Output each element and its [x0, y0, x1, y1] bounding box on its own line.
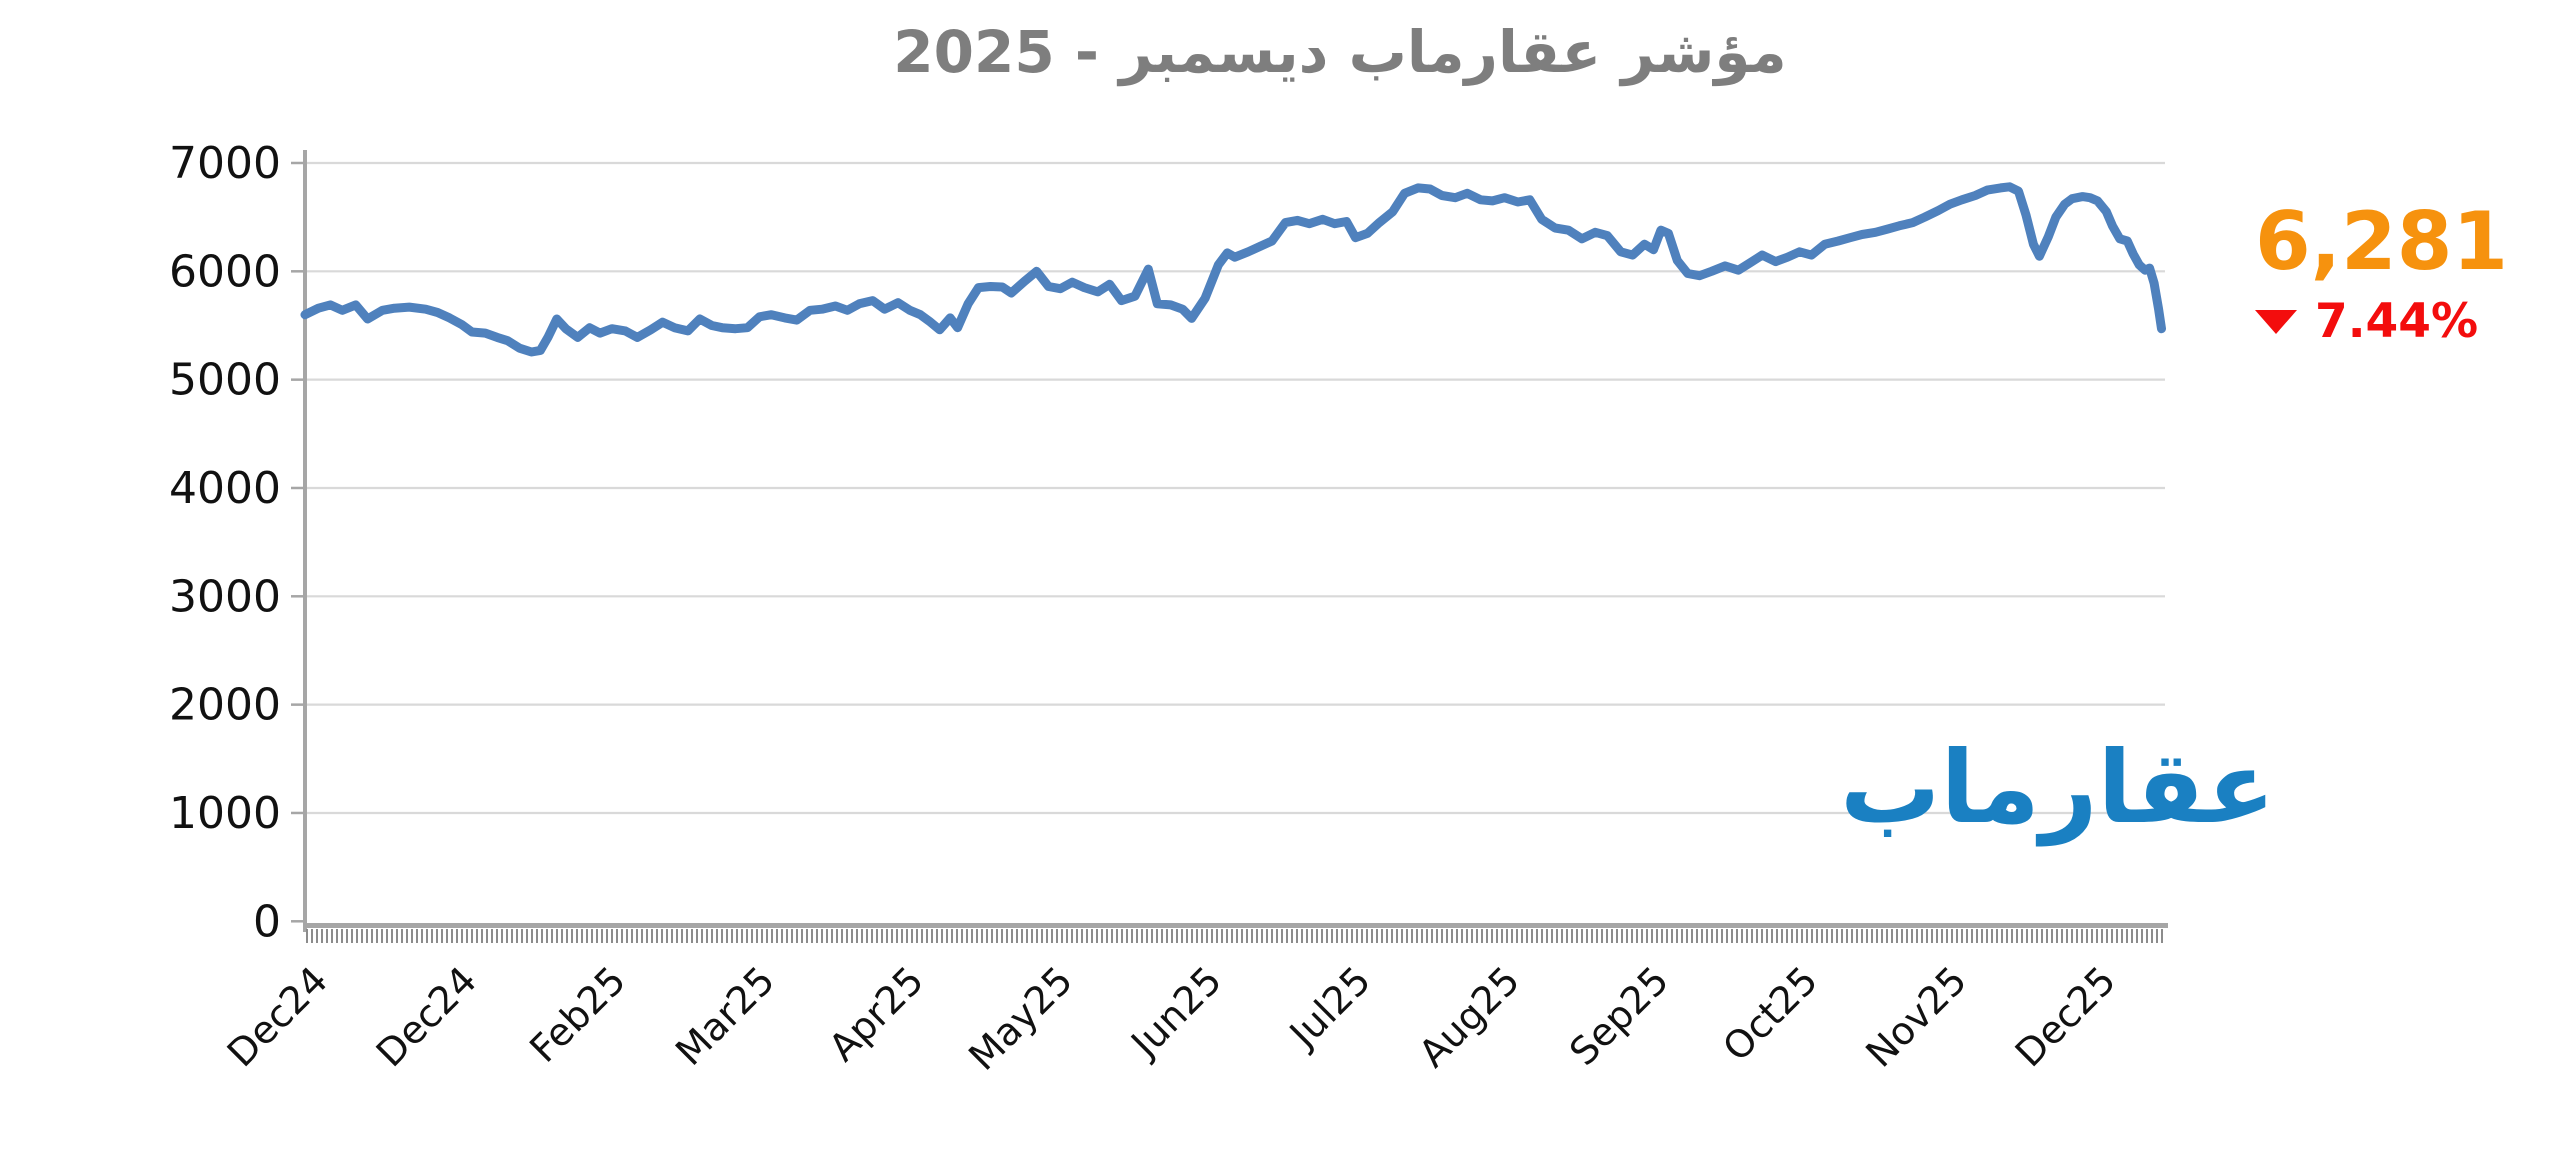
svg-text:0: 0 — [253, 896, 281, 947]
index-change-percent: 7.44% — [2315, 294, 2479, 349]
svg-text:6000: 6000 — [169, 246, 281, 297]
x-axis-daily-ticks — [306, 929, 2165, 943]
index-line-series — [300, 182, 2166, 357]
svg-text:7000: 7000 — [169, 138, 281, 189]
y-axis-labels: 0 1000 2000 3000 4000 5000 6000 7000 — [169, 138, 281, 947]
gridlines — [305, 161, 2165, 815]
svg-text:1000: 1000 — [169, 788, 281, 839]
index-change: 7.44% — [2255, 294, 2555, 349]
svg-text:5000: 5000 — [169, 355, 281, 406]
down-arrow-icon — [2255, 309, 2297, 334]
chart-title: مؤشر عقارماب ديسمبر - 2025 — [893, 18, 1787, 86]
y-axis-ticks — [291, 161, 305, 923]
current-index-value: 6,281 — [2255, 195, 2509, 288]
svg-text:3000: 3000 — [169, 571, 281, 622]
aqarmap-logo: عقارماب — [1840, 729, 2276, 846]
svg-text:4000: 4000 — [169, 463, 281, 514]
svg-text:2000: 2000 — [169, 680, 281, 731]
kpi-panel: 6,281 7.44% — [2255, 200, 2555, 349]
axes — [303, 150, 2168, 932]
